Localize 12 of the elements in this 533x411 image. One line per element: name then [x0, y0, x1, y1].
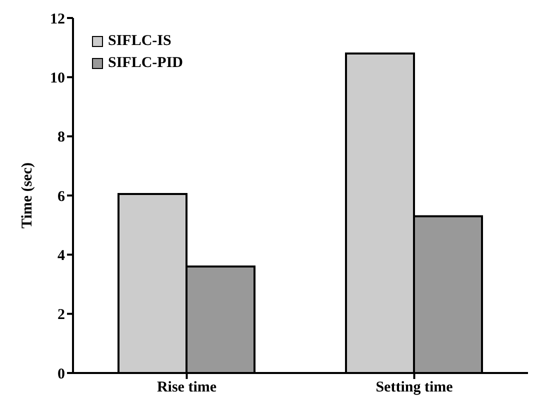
y-tick-label: 10: [50, 70, 65, 86]
y-tick-label: 6: [58, 188, 66, 205]
legend-label: SIFLC-PID: [108, 54, 184, 73]
y-tick-label: 0: [58, 366, 65, 382]
y-tick-label: 2: [58, 307, 65, 324]
y-tick-label: 4: [58, 248, 66, 264]
y-axis-title: Time (sec): [19, 162, 36, 228]
x-tick-label: Rise time: [156, 380, 217, 396]
legend-label: SIFLC-IS: [108, 32, 172, 51]
y-tick-label: 8: [58, 130, 65, 146]
y-tick-label: 12: [50, 11, 65, 28]
x-tick-label: Setting time: [376, 380, 454, 396]
